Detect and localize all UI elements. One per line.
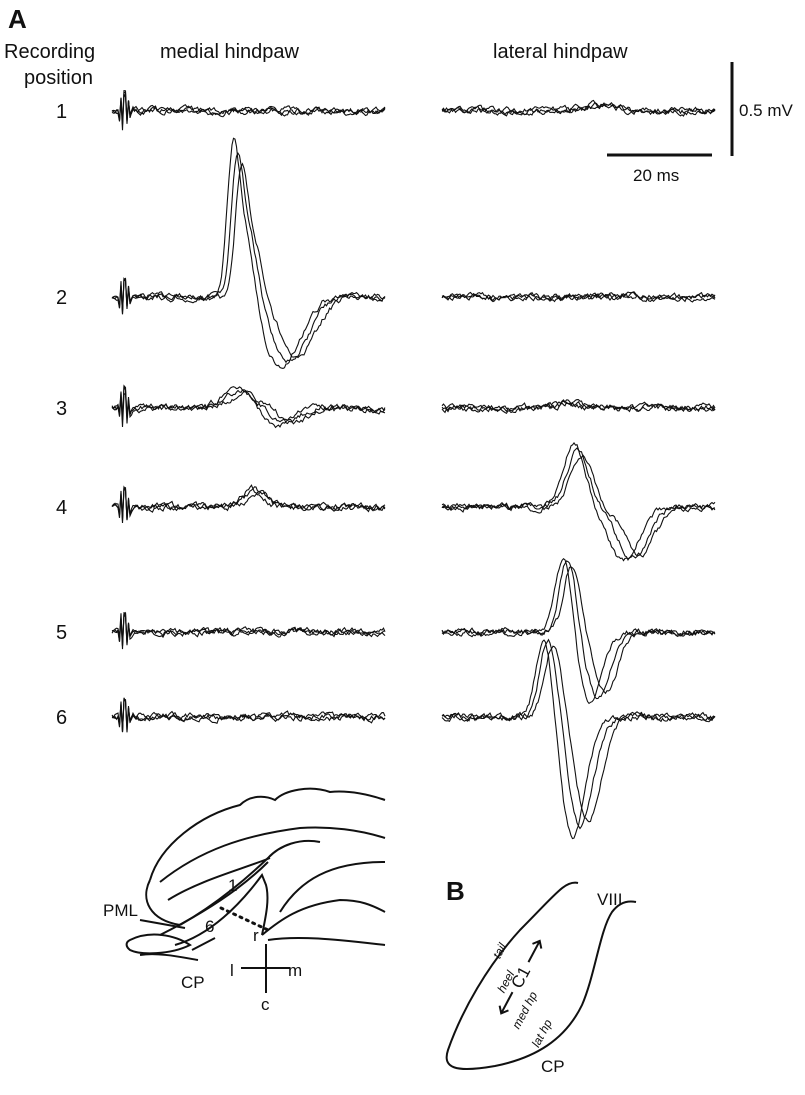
trace [441,103,716,117]
trace [441,566,716,695]
row-label: 4 [56,497,67,519]
panel-label: A [8,4,27,34]
trace [441,291,716,303]
trace [111,699,386,733]
diagram-label: r [253,926,259,945]
trace [441,441,716,562]
trace [111,611,386,646]
column-header: medial hindpaw [160,41,300,63]
zone-label: tail [490,940,510,960]
scale-label: 0.5 mV [739,101,794,120]
trace [111,162,386,359]
diagram-label: PML [103,901,138,920]
row-label: 5 [56,622,67,644]
zone-label: lat hp [529,1017,555,1050]
trace [441,645,716,823]
diagram-label: l [230,961,234,980]
trace [441,447,716,562]
diagram-label: VIII [597,890,623,909]
trace [111,697,386,733]
trace [441,291,716,303]
trace [111,137,386,369]
row-header: position [24,67,93,89]
traces [111,89,716,840]
trace [441,639,716,840]
trace [441,101,716,116]
row-label: 6 [56,707,67,729]
column-header: lateral hindpaw [493,41,628,63]
diagram-label: m [288,961,302,980]
trace [441,557,716,705]
trace [111,91,386,125]
trace [441,400,716,415]
trace [111,484,386,521]
trace [111,486,386,524]
trace [111,486,386,521]
trace [111,384,386,425]
cerebellum-drawing [125,787,386,993]
row-header: Recording [4,41,95,63]
trace [441,399,716,414]
trace [111,611,386,650]
diagram-label: c [261,995,270,1014]
row-label: 1 [56,101,67,123]
trace [441,454,716,558]
trace [111,152,386,364]
zone-label: med hp [509,989,540,1031]
diagram-label: CP [181,973,205,992]
diagram-label: CP [541,1057,565,1076]
row-label: 2 [56,287,67,309]
row-label: 3 [56,398,67,420]
panel-label: B [446,876,465,906]
trace [441,560,716,700]
diagram-label: 1 [228,876,237,895]
diagram-label: 6 [205,917,214,936]
trace [441,638,716,830]
scale-label: 20 ms [633,166,679,185]
